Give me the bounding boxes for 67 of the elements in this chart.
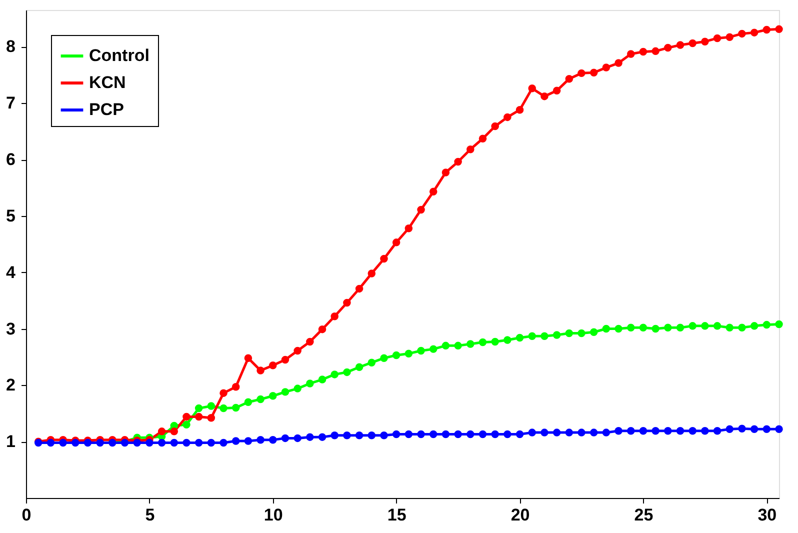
point: [220, 404, 228, 412]
y-tick-label: 5: [6, 206, 16, 226]
point: [269, 392, 277, 400]
y-tick-label: 3: [6, 319, 16, 338]
x-tick-label: 25: [634, 506, 654, 524]
point: [775, 320, 783, 328]
point: [330, 370, 338, 378]
point: [602, 324, 610, 333]
legend-label: KCN: [89, 73, 126, 92]
y-tick-label: 4: [6, 262, 16, 282]
point: [552, 331, 561, 339]
point: [491, 338, 499, 346]
y-tick-label: 6: [6, 150, 16, 170]
point: [688, 322, 696, 330]
point: [762, 320, 771, 329]
point: [713, 322, 722, 330]
point: [652, 324, 660, 333]
point: [750, 322, 758, 330]
point: [442, 342, 450, 350]
x-tick-label: 20: [510, 506, 530, 524]
point: [207, 402, 216, 410]
point: [368, 358, 376, 366]
point: [392, 351, 400, 360]
point: [343, 368, 351, 376]
point: [664, 324, 672, 332]
point: [528, 332, 536, 340]
y-tick-label: 1: [6, 432, 16, 452]
point: [256, 395, 264, 404]
y-tick-label: 2: [6, 376, 16, 395]
point: [565, 329, 574, 338]
x-tick-label: 0: [22, 506, 32, 524]
point: [590, 328, 598, 336]
point: [429, 345, 438, 353]
point: [380, 354, 388, 362]
point: [639, 324, 648, 332]
point: [726, 324, 734, 332]
point: [318, 376, 326, 384]
point: [182, 420, 190, 429]
point: [466, 340, 474, 348]
point: [738, 324, 746, 332]
x-tick-label: 30: [758, 506, 777, 524]
legend-label: Control: [89, 46, 150, 65]
point: [355, 363, 364, 371]
x-tick-label: 10: [264, 506, 283, 524]
point: [701, 322, 709, 330]
x-tick-label: 5: [145, 506, 155, 524]
point: [281, 388, 290, 396]
point: [294, 384, 302, 392]
point: [417, 346, 425, 355]
point: [404, 350, 413, 358]
point: [540, 332, 548, 340]
point: [614, 324, 622, 333]
point: [454, 342, 462, 350]
point: [232, 404, 240, 412]
point: [244, 398, 252, 406]
point: [626, 324, 635, 332]
legend-label: PCP: [89, 100, 124, 119]
point: [478, 338, 487, 346]
point: [504, 336, 512, 344]
point: [194, 404, 203, 412]
point: [578, 329, 586, 338]
y-tick-label: 7: [6, 94, 16, 113]
point: [676, 324, 684, 332]
y-tick-label: 8: [6, 37, 16, 56]
point: [306, 380, 314, 388]
x-tick-label: 15: [387, 506, 406, 524]
point: [516, 334, 524, 342]
